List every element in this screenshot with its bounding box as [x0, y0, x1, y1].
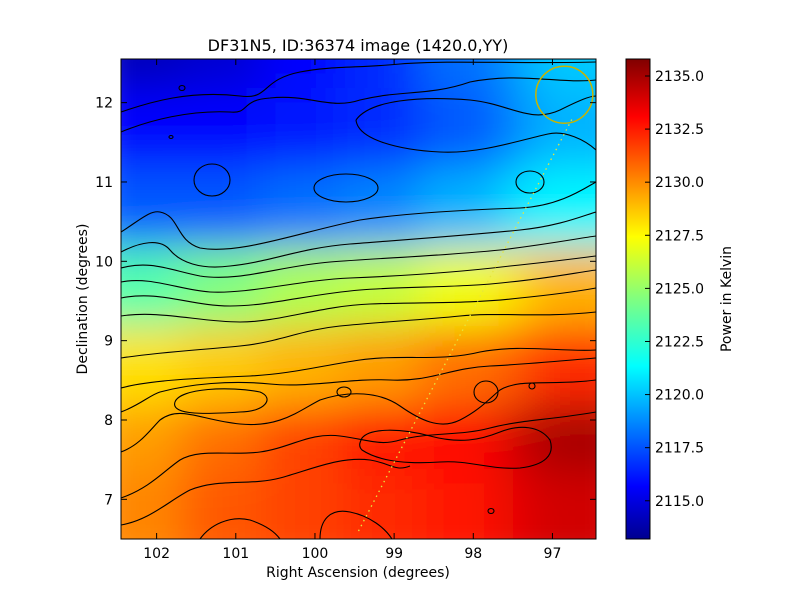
- contour-line: [178, 84, 186, 92]
- contour-line: [121, 311, 596, 359]
- contour-line: [193, 163, 231, 197]
- chart-title: DF31N5, ID:36374 image (1420.0,YY): [208, 36, 509, 55]
- colorbar-tick-label: 2125.0: [655, 281, 704, 297]
- contour-line: [355, 95, 596, 121]
- plot-area: [121, 59, 596, 539]
- contour-line: [168, 134, 174, 140]
- contour-line: [473, 380, 499, 404]
- colorbar-label: Power in Kelvin: [719, 246, 735, 352]
- contour-line: [528, 382, 536, 390]
- y-tick-label: 8: [104, 413, 113, 429]
- contour-line: [174, 388, 268, 414]
- x-tick-label: 100: [302, 546, 329, 562]
- y-tick-label: 11: [95, 175, 113, 191]
- contour-line: [121, 411, 596, 499]
- contour-line: [313, 173, 379, 203]
- contour-line: [319, 510, 393, 539]
- dotted-track: [357, 118, 573, 532]
- contour-line: [199, 518, 281, 539]
- colorbar-tick-label: 2120.0: [655, 388, 704, 404]
- colorbar-ticks: 2115.0 2117.5 2120.0 2122.5 2125.0 2127.5 2130…: [645, 69, 704, 510]
- y-tick-label: 7: [104, 492, 113, 508]
- contour-line: [121, 77, 596, 133]
- heatmap-cell: [530, 468, 596, 539]
- contour-line: [121, 379, 596, 453]
- y-tick-label: 10: [95, 254, 113, 270]
- colorbar-tick-label: 2130.0: [655, 175, 704, 191]
- heatmap-cell: [121, 468, 195, 539]
- heatmap-field: [121, 59, 596, 539]
- contour-line: [515, 170, 545, 194]
- colorbar-tick-label: 2127.5: [655, 228, 704, 244]
- x-tick-label: 102: [143, 546, 170, 562]
- contour-line: [355, 119, 596, 153]
- x-axis: 102 101 100 99 98 97: [143, 59, 561, 562]
- contour-line: [121, 235, 596, 278]
- x-tick-label: 98: [464, 546, 482, 562]
- colorbar-tick-label: 2135.0: [655, 69, 704, 85]
- contour-line: [121, 255, 596, 293]
- contour-line: [121, 211, 596, 268]
- colorbar-tick-label: 2115.0: [655, 494, 704, 510]
- contour-lines: [121, 61, 596, 539]
- plot-frame: [120, 58, 597, 540]
- contour-line: [121, 357, 596, 413]
- y-axis: 7 8 9 10 11 12: [95, 96, 596, 508]
- marker-circle: [535, 65, 594, 124]
- colorbar-tick-label: 2132.5: [655, 122, 704, 138]
- x-tick-label: 101: [222, 546, 249, 562]
- colorbar: [625, 58, 651, 540]
- contour-line: [359, 426, 552, 469]
- y-tick-label: 12: [95, 96, 113, 112]
- contour-line: [121, 458, 411, 526]
- contour-line: [487, 507, 495, 515]
- x-tick-label: 97: [544, 546, 562, 562]
- contour-line: [336, 386, 352, 398]
- contour-line: [121, 287, 596, 323]
- contour-line: [121, 347, 596, 389]
- y-tick-label: 9: [104, 334, 113, 350]
- contour-line: [121, 269, 596, 307]
- y-axis-label: Declination (degrees): [75, 224, 91, 375]
- x-tick-label: 99: [385, 546, 403, 562]
- colorbar-tick-label: 2117.5: [655, 441, 704, 457]
- x-axis-label: Right Ascension (degrees): [266, 565, 450, 581]
- contour-line: [121, 61, 596, 113]
- colorbar-tick-label: 2122.5: [655, 334, 704, 350]
